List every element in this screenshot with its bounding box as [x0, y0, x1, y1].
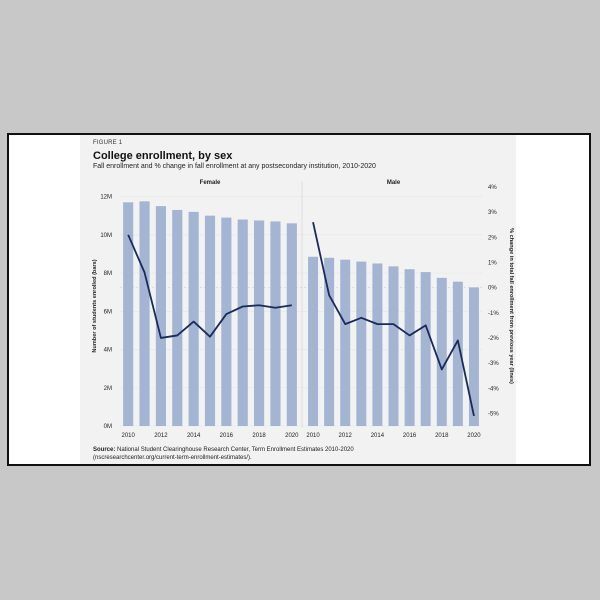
- bar: [204, 215, 216, 426]
- pct-change-line: [312, 222, 475, 417]
- bar: [308, 256, 319, 426]
- bar: [221, 217, 232, 426]
- bar: [123, 202, 134, 426]
- x-tick-label: 2012: [339, 433, 353, 439]
- source-note: Source: National Student Clearinghouse R…: [93, 446, 493, 462]
- bar: [404, 269, 415, 426]
- y-left-tick-label: 12M: [100, 195, 112, 201]
- source-url: (nscresearchcenter.org/current-term-enro…: [93, 455, 252, 461]
- bar: [340, 259, 351, 426]
- bar: [436, 277, 447, 426]
- bar: [237, 219, 248, 426]
- pct-change-line: [127, 234, 292, 339]
- y-left-axis-label: Number of students enrolled (bars): [92, 259, 98, 352]
- bar: [172, 209, 183, 426]
- x-tick-label: 2014: [187, 433, 201, 439]
- bar: [155, 206, 166, 426]
- y-left-tick-label: 2M: [104, 386, 112, 392]
- y-right-tick-label: 1%: [488, 260, 497, 266]
- y-left-tick-label: 6M: [104, 309, 112, 315]
- bar: [139, 201, 150, 426]
- bar: [286, 223, 297, 426]
- x-tick-label: 2010: [122, 433, 136, 439]
- bar: [254, 220, 265, 426]
- panel-title: Male: [387, 180, 401, 186]
- bar: [188, 211, 199, 426]
- y-right-tick-label: 0%: [488, 286, 497, 292]
- source-text: National Student Clearinghouse Research …: [117, 447, 354, 453]
- y-right-tick-label: 3%: [488, 210, 497, 216]
- x-tick-label: 2020: [285, 433, 299, 439]
- x-tick-label: 2016: [403, 433, 417, 439]
- source-label: Source:: [93, 447, 116, 453]
- bar: [372, 263, 383, 426]
- x-tick-label: 2018: [252, 433, 266, 439]
- bar: [324, 257, 335, 426]
- x-tick-label: 2020: [467, 433, 481, 439]
- y-right-tick-label: -4%: [488, 386, 499, 392]
- x-tick-label: 2012: [154, 433, 168, 439]
- y-left-tick-label: 8M: [104, 271, 112, 277]
- y-right-tick-label: -5%: [488, 411, 499, 417]
- y-right-tick-label: 4%: [488, 185, 497, 191]
- y-left-tick-label: 10M: [100, 233, 112, 239]
- bar: [388, 266, 399, 426]
- bar: [356, 261, 367, 426]
- bar: [420, 272, 431, 426]
- x-tick-label: 2014: [371, 433, 385, 439]
- y-right-tick-label: -1%: [488, 311, 499, 317]
- y-right-axis-label: % change in total fall enrollment from p…: [508, 228, 514, 384]
- figure-label: FIGURE 1: [93, 140, 123, 146]
- panel-title: Female: [200, 180, 221, 186]
- y-left-tick-label: 0M: [104, 424, 112, 430]
- y-left-tick-label: 4M: [104, 348, 112, 354]
- x-tick-label: 2010: [306, 433, 320, 439]
- y-right-tick-label: 2%: [488, 235, 497, 241]
- bar: [452, 281, 463, 426]
- bar: [468, 287, 479, 426]
- chart-title: College enrollment, by sex: [93, 150, 233, 162]
- x-tick-label: 2018: [435, 433, 449, 439]
- y-right-tick-label: -2%: [488, 336, 499, 342]
- chart-subtitle: Fall enrollment and % change in fall enr…: [93, 163, 376, 170]
- y-right-tick-label: -3%: [488, 361, 499, 367]
- x-tick-label: 2016: [220, 433, 234, 439]
- bar: [270, 221, 281, 426]
